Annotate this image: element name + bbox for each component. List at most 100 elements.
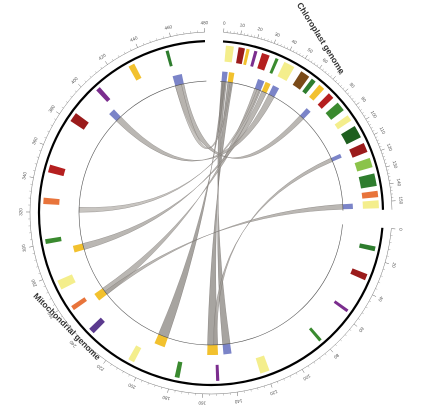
- minor-tick: [361, 312, 364, 315]
- minor-tick: [61, 106, 64, 109]
- tick-label: 460: [164, 24, 173, 31]
- minor-tick: [337, 82, 340, 85]
- tick-label: 380: [48, 104, 57, 114]
- segment-label: Chloroplast genome: [295, 0, 347, 75]
- minor-tick: [286, 46, 289, 49]
- gene-block: [349, 143, 368, 158]
- minor-tick: [369, 300, 372, 303]
- tick-label: 0: [223, 21, 226, 26]
- gene-block: [261, 81, 271, 94]
- minor-tick: [267, 39, 269, 42]
- tick-mark: [353, 323, 358, 327]
- minor-tick: [335, 80, 338, 82]
- tick-mark: [38, 279, 43, 282]
- link-ribbon: [102, 88, 261, 295]
- tick-label: 100: [302, 373, 312, 381]
- minor-tick: [270, 40, 272, 43]
- gene-block: [334, 115, 352, 130]
- minor-tick: [60, 316, 63, 318]
- tick-label: 20: [391, 262, 397, 269]
- tick-label: 180: [162, 395, 171, 402]
- minor-tick: [344, 334, 347, 337]
- minor-tick: [349, 95, 352, 97]
- gene-block: [45, 236, 62, 245]
- minor-tick: [161, 387, 162, 390]
- gene-block: [354, 157, 373, 172]
- tick-label: 200: [127, 382, 136, 390]
- tick-mark: [301, 369, 305, 373]
- gene-block: [221, 71, 228, 82]
- minor-tick: [53, 304, 55, 306]
- minor-tick: [34, 259, 37, 261]
- minor-tick: [84, 80, 87, 83]
- tick-mark: [345, 88, 349, 92]
- minor-tick: [283, 378, 285, 381]
- tick-mark: [104, 61, 108, 65]
- minor-tick: [130, 48, 132, 51]
- minor-tick: [342, 87, 345, 90]
- gene-block: [333, 300, 349, 313]
- tick-label: 30: [274, 31, 281, 38]
- minor-tick: [313, 62, 316, 65]
- tick-label: 340: [21, 171, 27, 180]
- minor-tick: [70, 95, 73, 98]
- tick-mark: [135, 43, 138, 48]
- minor-tick: [117, 55, 120, 58]
- minor-tick: [362, 112, 364, 114]
- gene-block: [361, 190, 379, 199]
- minor-tick: [124, 51, 126, 54]
- gene-block: [308, 327, 322, 342]
- tick-label: 260: [46, 310, 55, 320]
- tick-mark: [56, 111, 60, 115]
- tick-mark: [54, 310, 59, 313]
- minor-tick: [74, 90, 77, 93]
- tick-mark: [78, 83, 82, 88]
- tick-mark: [385, 262, 389, 264]
- tick-mark: [103, 360, 107, 364]
- minor-tick: [375, 288, 378, 290]
- gene-block: [128, 345, 142, 363]
- gene-block: [359, 243, 376, 252]
- tick-mark: [270, 383, 273, 388]
- minor-tick: [122, 371, 124, 374]
- tick-mark: [133, 377, 137, 382]
- tick-label: 440: [129, 35, 138, 43]
- tick-mark: [289, 46, 293, 51]
- minor-tick: [313, 361, 316, 364]
- minor-tick: [369, 124, 372, 126]
- minor-tick: [383, 156, 386, 158]
- tick-label: 110: [379, 126, 387, 135]
- gene-block: [254, 79, 265, 91]
- minor-tick: [283, 45, 285, 48]
- minor-tick: [382, 269, 386, 271]
- minor-tick: [277, 42, 279, 45]
- minor-tick: [295, 372, 298, 375]
- inner-ring: [220, 81, 344, 211]
- gene-block: [70, 113, 89, 130]
- link-ribbon: [78, 89, 260, 213]
- gene-block: [269, 57, 279, 74]
- minor-tick: [143, 42, 145, 45]
- tick-label: 120: [269, 389, 278, 396]
- minor-tick: [277, 381, 279, 384]
- minor-tick: [372, 130, 375, 132]
- minor-tick: [264, 38, 266, 41]
- tick-label: 80: [332, 353, 339, 360]
- minor-tick: [324, 353, 327, 356]
- gene-block: [128, 63, 142, 81]
- tick-mark: [385, 165, 390, 168]
- tick-label: 120: [386, 143, 393, 152]
- minor-tick: [110, 364, 112, 367]
- genome-axis: [222, 40, 385, 210]
- gene-block: [227, 72, 235, 83]
- minor-tick: [49, 298, 52, 300]
- gene-block: [317, 93, 334, 109]
- tick-label: 140: [234, 398, 243, 404]
- minor-tick: [330, 75, 332, 78]
- tick-label: 320: [18, 208, 23, 216]
- minor-tick: [154, 385, 156, 388]
- gene-block: [299, 108, 311, 119]
- minor-tick: [147, 382, 149, 385]
- minor-tick: [319, 357, 321, 360]
